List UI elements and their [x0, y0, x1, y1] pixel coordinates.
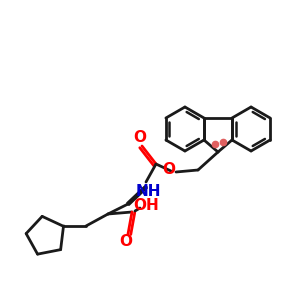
Text: NH: NH — [135, 184, 161, 200]
Text: OH: OH — [133, 199, 159, 214]
Text: O: O — [119, 235, 133, 250]
Text: O: O — [134, 130, 146, 146]
Text: O: O — [163, 163, 176, 178]
